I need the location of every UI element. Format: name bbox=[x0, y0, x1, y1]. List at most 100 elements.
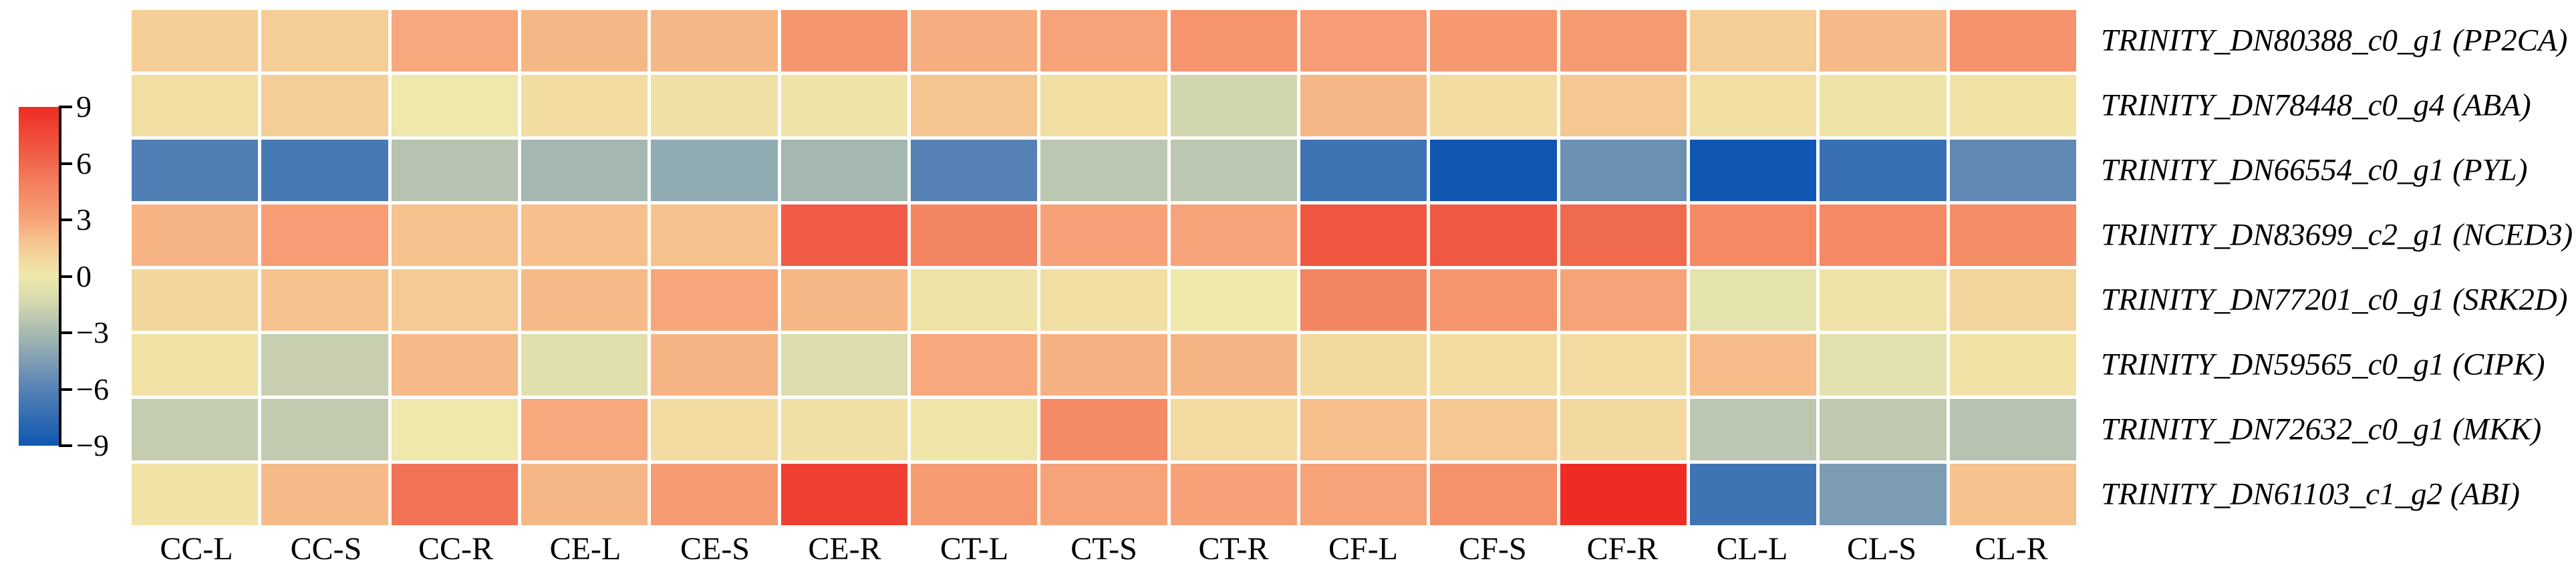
heatmap-cell bbox=[521, 464, 648, 525]
heatmap-cell bbox=[261, 464, 388, 525]
heatmap-cell bbox=[1170, 204, 1297, 266]
heatmap-cell bbox=[780, 75, 907, 136]
row-axis-label: TRINITY_DN80388_c0_g1 (PP2CA) bbox=[2101, 23, 2568, 58]
heatmap-cell bbox=[1689, 140, 1817, 201]
heatmap-cell bbox=[1689, 204, 1817, 266]
column-axis-label: CE-L bbox=[549, 531, 621, 567]
heatmap-cell bbox=[132, 464, 259, 525]
heatmap-cell bbox=[1430, 334, 1557, 396]
column-axis-label: CT-R bbox=[1198, 531, 1269, 567]
heatmap-cell bbox=[910, 140, 1038, 201]
heatmap-cell bbox=[261, 204, 388, 266]
heatmap-cell bbox=[1430, 269, 1557, 331]
heatmap-cell bbox=[1040, 75, 1167, 136]
heatmap-cell bbox=[1949, 464, 2076, 525]
heatmap-cell bbox=[1949, 10, 2076, 71]
heatmap-cell bbox=[780, 464, 907, 525]
heatmap-cell bbox=[1689, 10, 1817, 71]
column-axis-labels: CC-L CC-S CC-R CE-L CE-S CE-R CT-L CT-S CT-R CF-L… bbox=[132, 531, 2076, 571]
heatmap-cell bbox=[1040, 204, 1167, 266]
heatmap-cell bbox=[1560, 464, 1687, 525]
heatmap-cell bbox=[1430, 140, 1557, 201]
heatmap-cell bbox=[261, 140, 388, 201]
colorbar-tick-label: −6 bbox=[76, 372, 109, 406]
heatmap-cell bbox=[1300, 75, 1427, 136]
heatmap-cell bbox=[132, 334, 259, 396]
heatmap-cell bbox=[391, 269, 518, 331]
heatmap-cell bbox=[1949, 75, 2076, 136]
heatmap-cell bbox=[780, 399, 907, 460]
heatmap-cell bbox=[1949, 399, 2076, 460]
heatmap-cell bbox=[1300, 399, 1427, 460]
heatmap-cell bbox=[1040, 399, 1167, 460]
column-axis-label: CL-R bbox=[1975, 531, 2048, 567]
heatmap-cell bbox=[1949, 140, 2076, 201]
heatmap-cell bbox=[391, 399, 518, 460]
heatmap-cell bbox=[1300, 140, 1427, 201]
heatmap-cell bbox=[391, 204, 518, 266]
heatmap-cell bbox=[1300, 204, 1427, 266]
heatmap-cell bbox=[910, 399, 1038, 460]
heatmap-cell bbox=[910, 464, 1038, 525]
heatmap-cell bbox=[651, 75, 778, 136]
column-axis-label: CL-L bbox=[1716, 531, 1788, 567]
heatmap-cell bbox=[780, 269, 907, 331]
colorbar-tick-mark bbox=[60, 444, 72, 447]
heatmap-cell bbox=[1820, 75, 1947, 136]
column-axis-label: CE-R bbox=[808, 531, 881, 567]
heatmap-cell bbox=[391, 75, 518, 136]
heatmap-cell bbox=[1689, 334, 1817, 396]
heatmap-cell bbox=[391, 334, 518, 396]
heatmap-cell bbox=[1170, 140, 1297, 201]
heatmap-cell bbox=[651, 204, 778, 266]
heatmap-cell bbox=[132, 399, 259, 460]
heatmap-cell bbox=[1820, 204, 1947, 266]
heatmap-cell bbox=[910, 204, 1038, 266]
heatmap-cell bbox=[521, 75, 648, 136]
heatmap-cell bbox=[1170, 10, 1297, 71]
heatmap-cell bbox=[132, 10, 259, 71]
heatmap-cell bbox=[261, 75, 388, 136]
heatmap-cell bbox=[1040, 464, 1167, 525]
heatmap-cell bbox=[1430, 399, 1557, 460]
heatmap-cell bbox=[1949, 204, 2076, 266]
heatmap-cell bbox=[1300, 10, 1427, 71]
column-axis-label: CF-S bbox=[1459, 531, 1527, 567]
heatmap-cell bbox=[651, 269, 778, 331]
row-axis-label: TRINITY_DN61103_c1_g2 (ABI) bbox=[2101, 476, 2521, 512]
heatmap-cell bbox=[391, 464, 518, 525]
colorbar-gradient bbox=[19, 107, 60, 446]
row-axis-label: TRINITY_DN78448_c0_g4 (ABA) bbox=[2101, 88, 2531, 123]
heatmap-cell bbox=[910, 75, 1038, 136]
heatmap-cell bbox=[651, 399, 778, 460]
heatmap-cell bbox=[651, 464, 778, 525]
heatmap-cell bbox=[1689, 269, 1817, 331]
row-axis-label: TRINITY_DN77201_c0_g1 (SRK2D) bbox=[2101, 282, 2568, 317]
heatmap-grid bbox=[132, 10, 2076, 525]
heatmap-cell bbox=[1689, 464, 1817, 525]
colorbar-tick-label: −9 bbox=[76, 428, 109, 462]
heatmap-cell bbox=[780, 334, 907, 396]
heatmap-cell bbox=[391, 140, 518, 201]
heatmap-cell bbox=[1040, 269, 1167, 331]
heatmap-cell bbox=[132, 75, 259, 136]
heatmap-cell bbox=[1560, 140, 1687, 201]
heatmap-cell bbox=[1689, 75, 1817, 136]
heatmap-cell bbox=[780, 140, 907, 201]
heatmap-cell bbox=[1689, 399, 1817, 460]
heatmap-cell bbox=[1820, 334, 1947, 396]
column-axis-label: CE-S bbox=[680, 531, 750, 567]
heatmap-cell bbox=[1560, 204, 1687, 266]
heatmap-cell bbox=[1430, 464, 1557, 525]
heatmap-cell bbox=[1170, 399, 1297, 460]
column-axis-label: CL-S bbox=[1846, 531, 1916, 567]
heatmap-cell bbox=[391, 10, 518, 71]
heatmap-cell bbox=[521, 10, 648, 71]
heatmap-cell bbox=[1820, 464, 1947, 525]
column-axis-label: CT-L bbox=[940, 531, 1009, 567]
colorbar-tick-mark bbox=[60, 219, 72, 221]
colorbar-tick-mark bbox=[60, 388, 72, 391]
row-axis-label: TRINITY_DN72632_c0_g1 (MKK) bbox=[2101, 412, 2542, 447]
colorbar-tick-mark bbox=[60, 275, 72, 278]
heatmap-cell bbox=[261, 334, 388, 396]
